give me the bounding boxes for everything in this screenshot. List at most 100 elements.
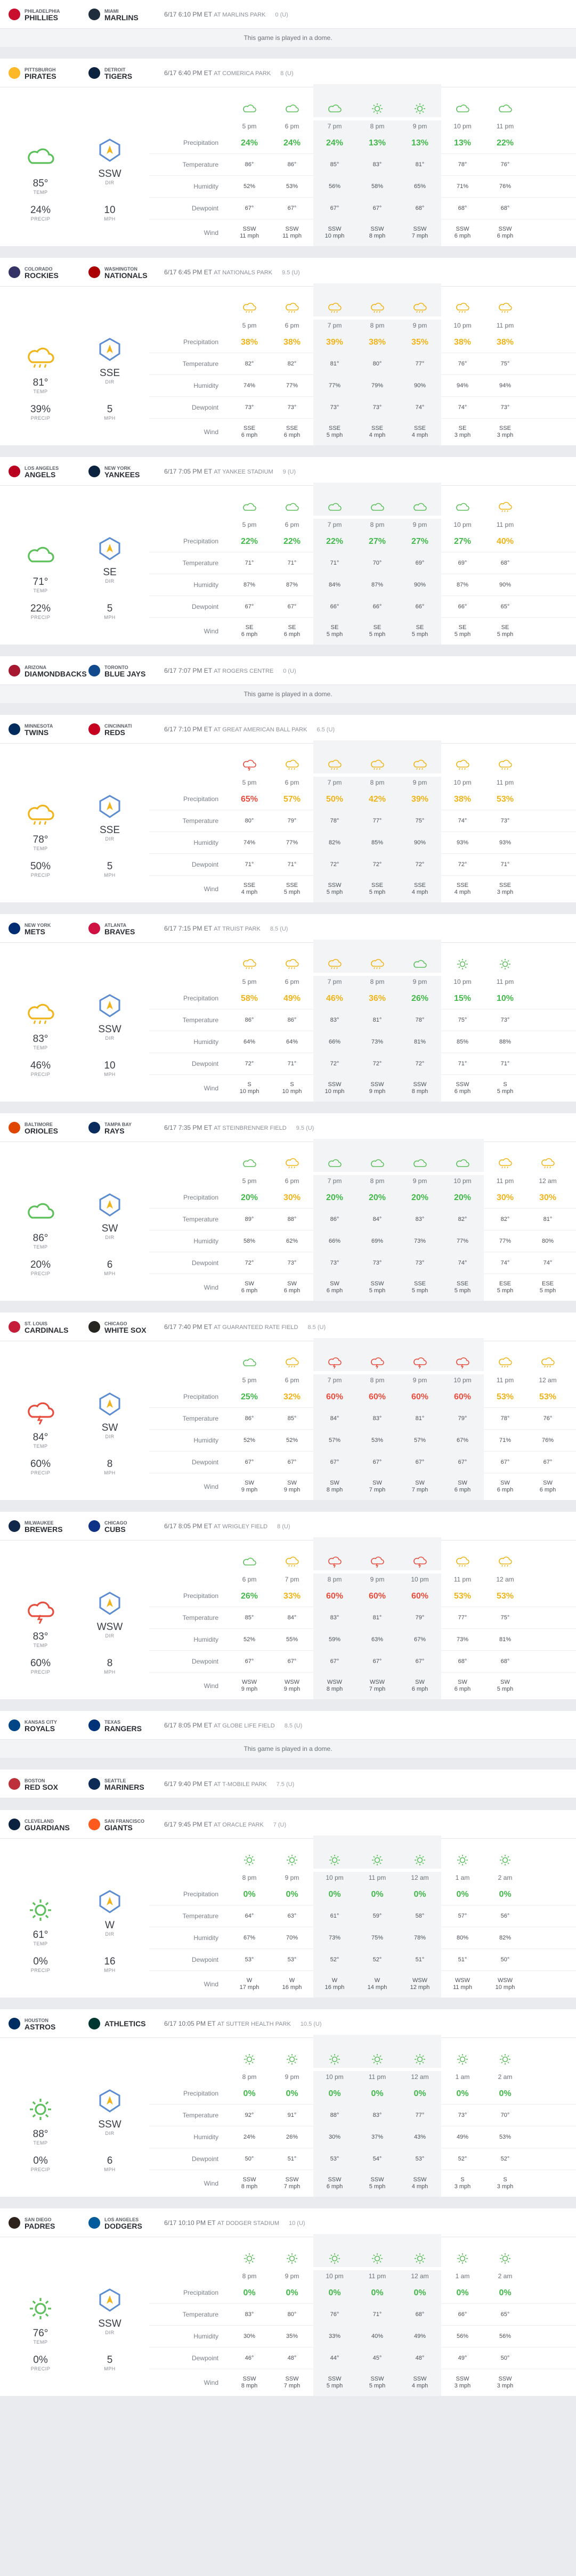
hum-value: 64% [286,1038,298,1045]
game-info: 6/17 7:10 PM ET AT GREAT AMERICAN BALL P… [164,725,335,733]
row-label-wind: Wind [204,1682,218,1690]
hour-label: 5 pm [242,521,257,528]
wind-direction-icon [98,994,121,1017]
temp-value: 83° [313,1009,356,1031]
home-team[interactable]: CHICAGO WHITE SOX [88,1320,158,1334]
away-team[interactable]: PHILADELPHIA PHILLIES [9,8,88,21]
home-team[interactable]: NEW YORK YANKEES [88,465,158,478]
away-team[interactable]: MINNESOTA TWINS [9,723,88,736]
home-team[interactable]: ATHLETICS [88,2017,158,2029]
wind-value: SSE 5 mph [356,876,399,902]
summary-dir: SW DIR [101,1422,118,1439]
home-team[interactable]: SEATTLE MARINERS [88,1778,158,1791]
wind-direction-icon [98,1592,121,1615]
away-team-city: PHILADELPHIA [25,8,60,14]
away-team[interactable]: NEW YORK METS [9,922,88,935]
rain-icon [399,283,441,316]
home-team[interactable]: TAMPA BAY RAYS [88,1121,158,1135]
home-team[interactable]: CINCINNATI REDS [88,723,158,736]
dew-value: 71° [500,1060,510,1067]
precip-value: 0% [313,2281,356,2304]
away-team[interactable]: MILWAUKEE BREWERS [9,1520,88,1533]
dew-value: 53° [245,1956,254,1963]
home-team[interactable]: TORONTO BLUE JAYS [88,664,158,678]
game-header: BOSTON RED SOX SEATTLE MARINERS 6/17 9:40 … [0,1770,576,1798]
precip-value: 24% [240,138,258,148]
game-card[interactable]: CLEVELAND GUARDIANS SAN FRANCISCO GIANTS 6… [0,1810,576,2009]
hum-value: 84% [313,574,356,596]
temp-value: 84° [313,1407,356,1430]
game-card[interactable]: ARIZONA DIAMONDBACKS TORONTO BLUE JAYS 6/1… [0,656,576,715]
game-header: MINNESOTA TWINS CINCINNATI REDS 6/17 7:10 … [0,715,576,744]
game-card[interactable]: PHILADELPHIA PHILLIES MIAMI MARLINS 6/17 6… [0,0,576,59]
precip-value: 33% [283,1591,301,1601]
dew-value: 52° [356,1949,399,1971]
forecast-body: 71° TEMP SE DIR 22% PRECIP 5 MPH 5 pm 6 pm 7 p… [0,483,576,645]
temp-value: 79° [441,1407,484,1430]
hum-value: 55% [286,1636,298,1643]
away-team[interactable]: HOUSTON ASTROS [9,2017,88,2031]
game-card[interactable]: ST. LOUIS CARDINALS CHICAGO WHITE SOX 6/17… [0,1313,576,1512]
home-team[interactable]: CHICAGO CUBS [88,1520,158,1533]
home-team[interactable]: DETROIT TIGERS [88,67,158,80]
precip-value: 0% [499,2089,512,2098]
game-card[interactable]: NEW YORK METS ATLANTA BRAVES 6/17 7:15 PM … [0,914,576,1113]
row-label-dew: Dewpoint [191,861,218,868]
away-team[interactable]: ARIZONA DIAMONDBACKS [9,664,88,678]
game-card[interactable]: MILWAUKEE BREWERS CHICAGO CUBS 6/17 8:05 P… [0,1512,576,1711]
home-team[interactable]: ATLANTA BRAVES [88,922,158,935]
away-team[interactable]: LOS ANGELES ANGELS [9,465,88,478]
wind-value: ESE 5 mph [497,1281,514,1294]
away-team-name: PHILLIES [25,13,59,22]
game-card[interactable]: BOSTON RED SOX SEATTLE MARINERS 6/17 9:40 … [0,1770,576,1810]
home-team[interactable]: LOS ANGELES DODGERS [88,2216,158,2230]
cloud-icon [399,940,441,973]
row-label-temp: Temperature [182,360,218,368]
row-label-hum: Humidity [193,1038,218,1046]
game-card[interactable]: PITTSBURGH PIRATES DETROIT TIGERS 6/17 6:4… [0,59,576,258]
away-team-logo-icon [9,1818,20,1830]
game-card[interactable]: HOUSTON ASTROS ATHLETICS 6/17 10:05 PM ET… [0,2009,576,2208]
sun-icon [484,1836,526,1869]
home-team-name: WHITE SOX [104,1325,147,1334]
game-card[interactable]: COLORADO ROCKIES WASHINGTON NATIONALS 6/17… [0,258,576,457]
game-card[interactable]: BALTIMORE ORIOLES TAMPA BAY RAYS 6/17 7:35… [0,1113,576,1313]
summary-dir: SW DIR [101,1223,118,1240]
hour-label: 7 pm [313,976,356,988]
temp-value: 56° [500,1912,510,1919]
hum-value: 87% [356,574,399,596]
game-info: 6/17 6:10 PM ET AT MARLINS PARK 0 (U) [164,11,288,18]
away-team-city: COLORADO [25,266,53,272]
game-card[interactable]: KANSAS CITY ROYALS TEXAS RANGERS 6/17 8:05… [0,1711,576,1770]
away-team-logo-icon [9,1121,20,1134]
away-team[interactable]: SAN DIEGO PADRES [9,2216,88,2230]
hour-label: 8 pm [356,1374,399,1386]
away-team[interactable]: KANSAS CITY ROYALS [9,1719,88,1732]
temp-value: 81° [313,353,356,375]
hum-value: 76% [499,183,512,190]
away-team[interactable]: CLEVELAND GUARDIANS [9,1818,88,1831]
hum-value: 56% [499,2333,512,2339]
game-card[interactable]: MINNESOTA TWINS CINCINNATI REDS 6/17 7:10 … [0,715,576,914]
home-team[interactable]: TEXAS RANGERS [88,1719,158,1732]
home-team[interactable]: WASHINGTON NATIONALS [88,266,158,279]
away-team[interactable]: BOSTON RED SOX [9,1778,88,1791]
game-card[interactable]: SAN DIEGO PADRES LOS ANGELES DODGERS 6/17 … [0,2208,576,2408]
hum-value: 94% [499,382,512,389]
game-card[interactable]: LOS ANGELES ANGELS NEW YORK YANKEES 6/17 7… [0,457,576,656]
dew-value: 68° [399,197,441,219]
home-team[interactable]: MIAMI MARLINS [88,8,158,21]
hum-value: 82% [313,832,356,854]
away-team[interactable]: ST. LOUIS CARDINALS [9,1320,88,1334]
home-team[interactable]: SAN FRANCISCO GIANTS [88,1818,158,1831]
row-label-temp: Temperature [182,1614,218,1621]
weather-rating: 8.5 (U) [307,1324,326,1331]
away-team[interactable]: BALTIMORE ORIOLES [9,1121,88,1135]
hum-value: 24% [243,2133,256,2140]
cloud-icon [228,1338,271,1371]
away-team[interactable]: COLORADO ROCKIES [9,266,88,279]
away-team[interactable]: PITTSBURGH PIRATES [9,67,88,80]
hourly-grid: 8 pm 9 pm 10 pm 11 pm 12 am 1 am 2 am Precipita… [149,1836,576,1998]
